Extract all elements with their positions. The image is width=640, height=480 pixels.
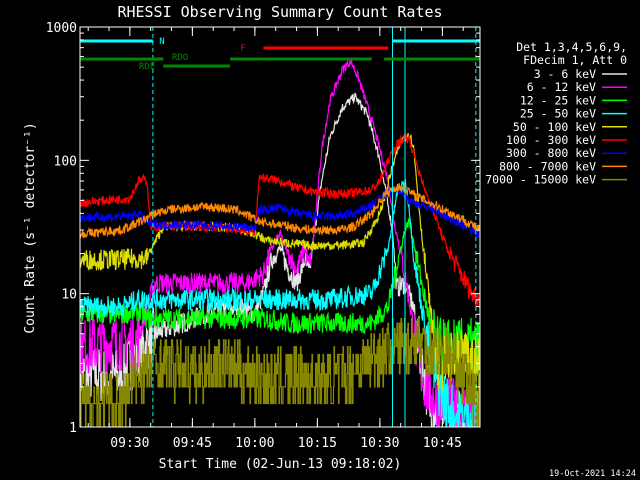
plot-frame <box>79 26 481 428</box>
flag-label-f: F <box>240 44 245 54</box>
y-axis-label: Count Rate (s⁻¹ detector⁻¹) <box>23 122 38 333</box>
x-tick-label: 10:15 <box>298 436 337 451</box>
legend-label-9: 7000 - 15000 keV <box>485 173 596 187</box>
legend-label-6: 100 - 300 keV <box>506 133 596 147</box>
x-axis-label: Start Time (02-Jun-13 09:18:02) <box>159 457 402 472</box>
legend-label-2: 6 - 12 keV <box>527 80 596 94</box>
legend-label-4: 25 - 50 keV <box>520 107 596 121</box>
axes: 1000 100 10 1 09:30 09:45 10:00 10:15 10:30 10:45 <box>46 21 481 451</box>
flag-label-rdo: RDO <box>172 53 188 63</box>
y-tick-label: 100 <box>54 154 77 169</box>
y-tick-label: 1 <box>69 421 77 436</box>
flags-layer: N F RDO RDE <box>80 27 480 427</box>
chart-title: RHESSI Observing Summary Count Rates <box>117 3 442 21</box>
series-line-4 <box>80 178 480 427</box>
x-tick-label: 10:45 <box>423 436 462 451</box>
footer-timestamp: 19-Oct-2021 14:24 <box>549 469 636 479</box>
series-line-5 <box>80 133 480 392</box>
flag-label-rde: RDE <box>139 62 155 72</box>
series-line-1 <box>80 92 480 427</box>
legend-label-5: 50 - 100 keV <box>513 120 596 134</box>
series-line-9 <box>80 318 480 427</box>
legend: Det 1,3,4,5,6,9,FDecim 1, Att 03 - 6 keV… <box>485 40 627 187</box>
legend-label-7: 300 - 800 keV <box>506 146 596 160</box>
x-tick-label: 10:30 <box>360 436 399 451</box>
legend-label-8: 800 - 7000 keV <box>499 159 596 173</box>
series-line-6 <box>80 133 480 309</box>
y-tick-label: 10 <box>61 288 77 303</box>
legend-label-1: 3 - 6 keV <box>534 67 596 81</box>
flag-label-n: N <box>159 37 164 47</box>
series-line-3 <box>80 217 480 376</box>
x-tick-label: 09:45 <box>173 436 212 451</box>
series-line-8 <box>80 183 480 239</box>
x-tick-label: 09:30 <box>110 436 149 451</box>
legend-header-2: FDecim 1, Att 0 <box>523 53 627 67</box>
y-tick-label: 1000 <box>46 21 77 36</box>
series-layer <box>80 57 480 427</box>
x-tick-label: 10:00 <box>235 436 274 451</box>
legend-label-3: 12 - 25 keV <box>520 93 596 107</box>
legend-header-1: Det 1,3,4,5,6,9, <box>516 40 627 54</box>
